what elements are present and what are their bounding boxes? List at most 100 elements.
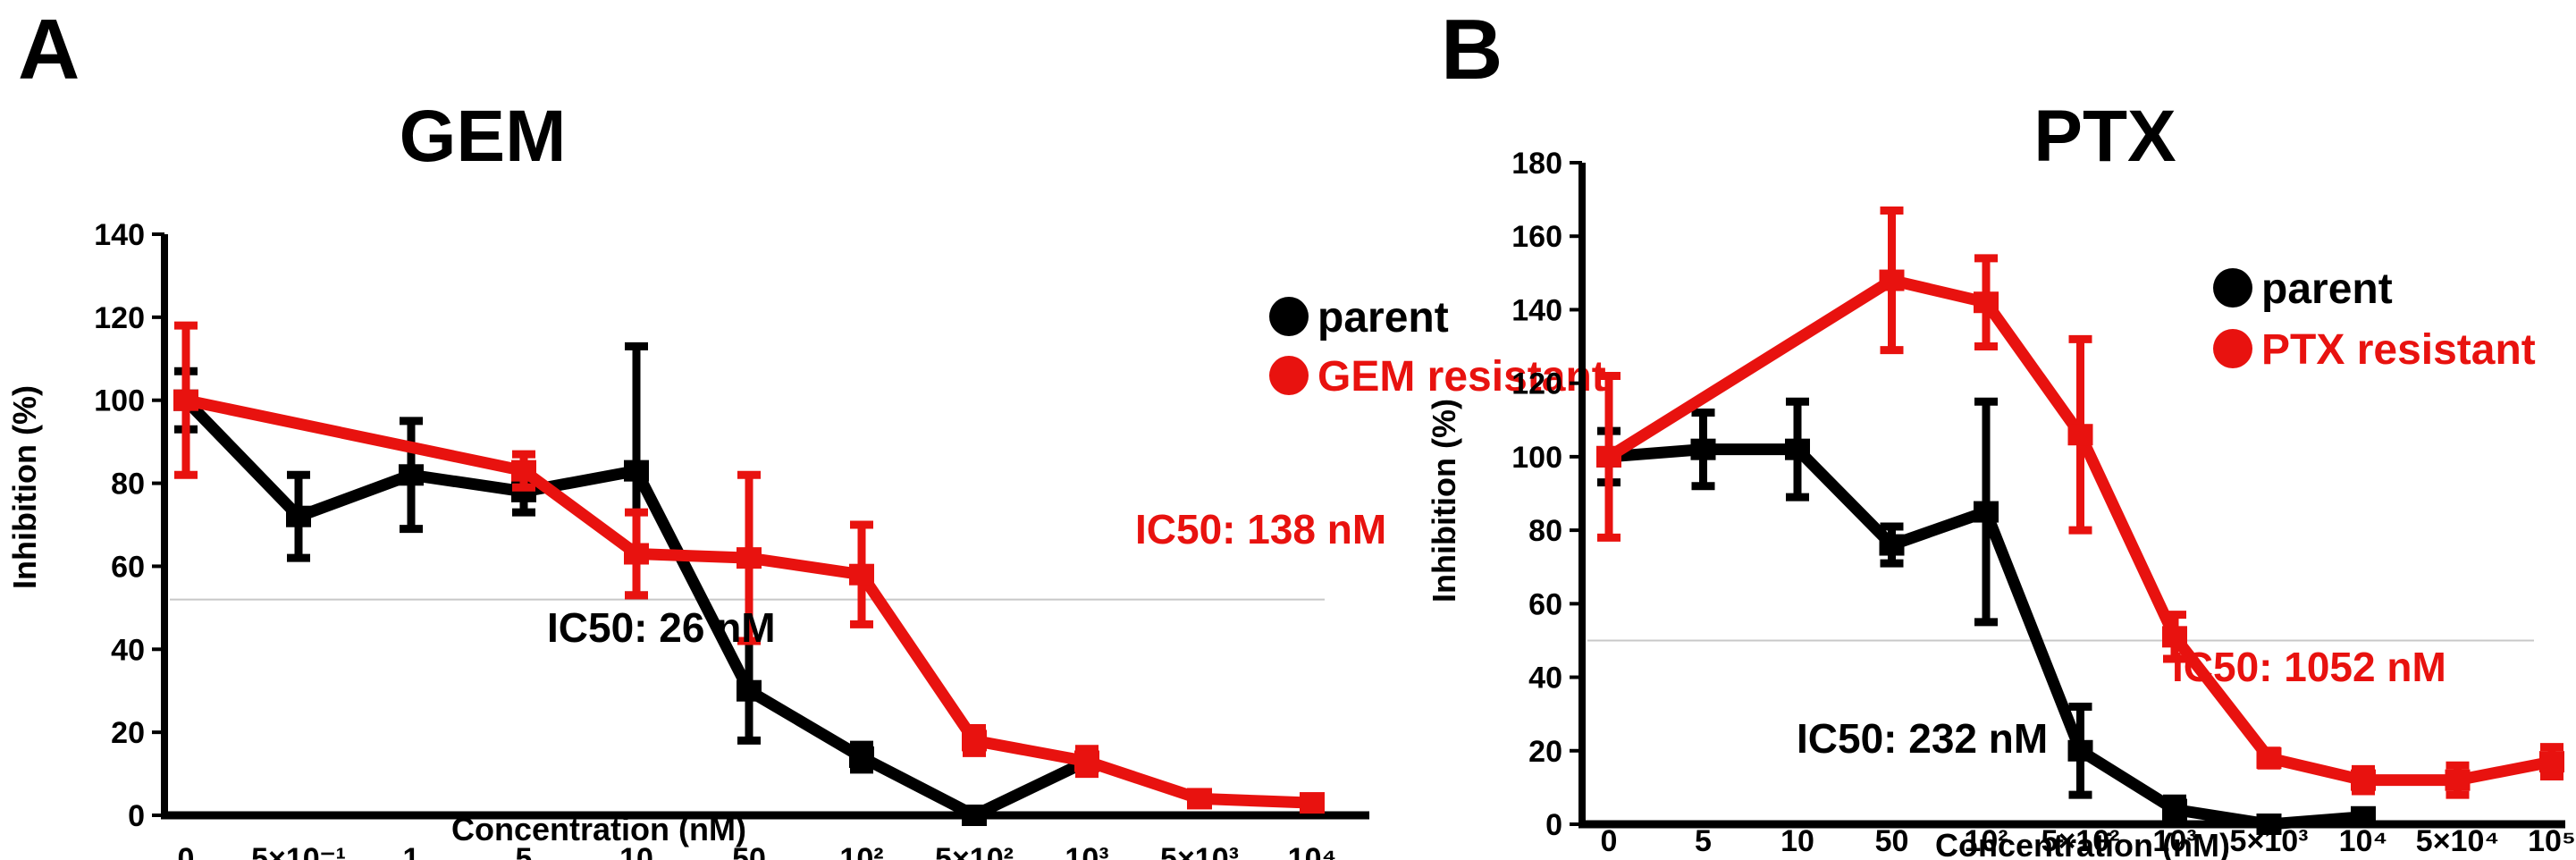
chart-title-ptx: PTX [2033,96,2176,177]
data-point [2351,805,2376,828]
data-point [2539,751,2564,773]
data-point [737,547,762,569]
data-point [849,746,874,768]
data-point [2067,424,2093,446]
y-tick-label: 80 [111,468,145,502]
x-tick-label: 10³ [2152,824,2196,858]
data-point [1074,750,1099,772]
legend-marker-ptx-resistant [2213,329,2252,368]
data-point [1879,534,1905,556]
y-tick-label: 120 [94,301,145,335]
data-point [2445,769,2471,791]
x-axis-label-b: Concentration (nM) [1935,827,2230,860]
y-tick-label: 100 [94,384,145,418]
x-tick-label: 1 [403,842,420,860]
x-tick-label: 10³ [1065,842,1108,860]
data-point [737,679,762,702]
data-point [2256,814,2282,835]
x-tick-label: 10² [839,842,883,860]
y-tick-label: 0 [128,799,145,833]
y-tick-label: 140 [94,218,145,252]
y-tick-label: 60 [111,550,145,584]
y-tick-label: 120 [1511,367,1562,401]
data-point [1690,438,1716,460]
y-tick-label: 20 [111,716,145,750]
panel-letter-a: A [18,2,80,97]
y-tick-label: 20 [1528,735,1562,769]
ic50-annotation-gem-resistant: IC50: 138 nM [1135,506,1386,552]
data-point [2067,739,2093,762]
plot-area-b: 0 20 40 60 80 100 120 140 160 180 0 5 10 50 10² 5×10² 10… [1511,147,2576,858]
x-tick-label: 10 [1780,824,1814,858]
x-tick-label: 5×10⁻¹ [251,842,346,860]
data-point [1300,792,1325,814]
ic50-annotation-ptx-resistant: IC50: 1052 nM [2172,644,2446,690]
data-point [1974,501,1999,523]
panel-letter-b: B [1441,2,1503,97]
x-tick-label: 50 [1875,824,1909,858]
legend-marker-parent-a [1269,297,1309,336]
y-tick-label: 140 [1511,293,1562,327]
y-tick-label: 40 [1528,662,1562,696]
data-point [2351,769,2376,791]
y-axis-label-b: Inhibition (%) [1426,399,1462,603]
data-point [286,505,311,527]
series-gem-resistant [173,321,1325,814]
y-tick-label: 100 [1511,441,1562,475]
y-tick-label: 180 [1511,147,1562,181]
x-tick-label: 50 [732,842,766,860]
x-tick-label: 5×10² [2041,824,2120,858]
data-point [511,460,536,482]
data-point [1785,438,1810,460]
data-point [2256,747,2282,769]
data-point [173,389,198,411]
data-point [962,729,987,752]
data-point [962,805,987,826]
data-point [624,543,649,565]
data-point [2162,798,2187,821]
x-tick-label: 5×10⁴ [2416,824,2499,858]
plot-area-a: 0 20 40 60 80 100 120 140 0 5×10⁻¹ 1 5 10 50 10² 5×10² 1… [94,218,1369,860]
legend-marker-gem-resistant [1269,356,1309,395]
series-ptx-resistant [1596,206,2564,799]
data-point [2162,626,2187,648]
data-point [1187,788,1212,810]
series-parent [1596,397,2376,835]
y-axis-label-a: Inhibition (%) [6,385,43,589]
x-tick-label: 10 [619,842,653,860]
y-tick-label: 0 [1545,808,1562,842]
legend-label-ptx-resistant: PTX resistant [2261,326,2536,374]
ic50-annotation-parent-b: IC50: 232 nM [1797,715,2048,762]
data-point [399,464,424,486]
y-tick-label: 60 [1528,587,1562,621]
panel-a: A GEM Inhibition (%) Concentration (nM) … [6,2,1606,860]
x-tick-label: 5×10³ [1160,842,1239,860]
legend-b: parent PTX resistant [2213,266,2536,374]
y-tick-label: 160 [1511,220,1562,254]
data-point [1596,445,1621,468]
data-point [1974,291,1999,314]
data-point [849,563,874,586]
ic50-annotation-parent-a: IC50: 26 nM [547,604,776,651]
legend-label-parent-b: parent [2261,266,2393,313]
x-tick-label: 5 [516,842,533,860]
chart-title-gem: GEM [400,96,567,177]
data-point [1879,269,1905,291]
x-tick-label: 10⁴ [1288,842,1337,860]
legend-label-gem-resistant: GEM resistant [1317,353,1606,400]
y-tick-label: 80 [1528,514,1562,548]
x-tick-label: 0 [1601,824,1618,858]
legend-a: parent GEM resistant [1269,294,1606,400]
x-tick-label: 5 [1695,824,1712,858]
x-tick-label: 0 [178,842,195,860]
y-tick-label: 40 [111,633,145,667]
legend-marker-parent-b [2213,268,2252,308]
panel-b: B PTX Inhibition (%) Concentration (nM) … [1426,2,2576,860]
x-tick-label: 5×10² [935,842,1014,860]
x-tick-label: 10⁴ [2339,824,2388,858]
legend-label-parent-a: parent [1317,294,1449,341]
x-tick-label: 10⁵ [2528,824,2576,858]
data-point [624,460,649,482]
x-tick-label: 10² [1964,824,2008,858]
